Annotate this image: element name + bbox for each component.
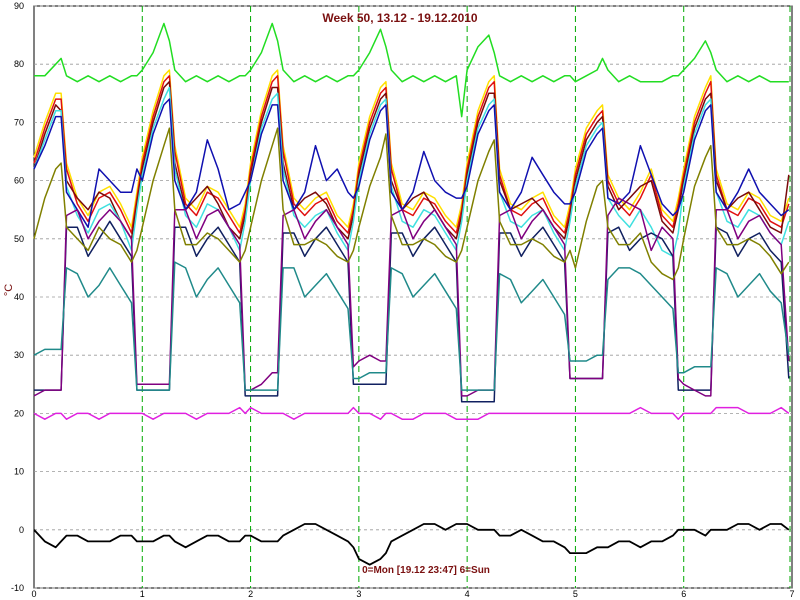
- series-line-1: [33, 69, 790, 228]
- series-line-5: [33, 98, 790, 228]
- y-tick-label: 10: [14, 467, 24, 477]
- series-line-9: [33, 261, 790, 391]
- tick-labels: -10 0 10 20 30 40 50 60 70 80 90 0 1 2 3 4 5 6 7: [11, 1, 795, 599]
- y-tick-label: 30: [14, 350, 24, 360]
- y-tick-label: 60: [14, 176, 24, 186]
- x-tick-label: 0: [31, 589, 36, 599]
- x-tick-label: 2: [248, 589, 253, 599]
- y-axis-label: °C: [3, 284, 15, 296]
- chart-footer: 0=Mon [19.12 23:47] 6=Sun: [362, 565, 490, 576]
- y-tick-label: 0: [19, 525, 24, 535]
- series-line-3: [33, 80, 790, 240]
- x-tick-label: 7: [789, 589, 794, 599]
- x-tick-label: 5: [573, 589, 578, 599]
- x-tick-label: 4: [465, 589, 470, 599]
- chart-title: Week 50, 13.12 - 19.12.2010: [322, 11, 478, 25]
- y-tick-label: 50: [14, 234, 24, 244]
- y-tick-label: 20: [14, 408, 24, 418]
- series-line-8: [33, 127, 790, 281]
- series-line-2: [33, 75, 790, 234]
- x-tick-label: 1: [140, 589, 145, 599]
- series-line-7: [33, 197, 790, 397]
- y-tick-label: 80: [14, 59, 24, 69]
- x-tick-label: 6: [681, 589, 686, 599]
- series-line-0: [34, 22, 789, 118]
- series-lines: [33, 22, 790, 566]
- x-tick-label: 3: [356, 589, 361, 599]
- series-line-10: [33, 406, 790, 420]
- day-marker-lines: [141, 6, 791, 588]
- y-tick-label: 40: [14, 292, 24, 302]
- y-tick-label: -10: [11, 583, 24, 593]
- y-tick-label: 70: [14, 117, 24, 127]
- series-line-4: [33, 86, 790, 258]
- y-tick-label: 90: [14, 1, 24, 11]
- series-line-11: [33, 523, 790, 566]
